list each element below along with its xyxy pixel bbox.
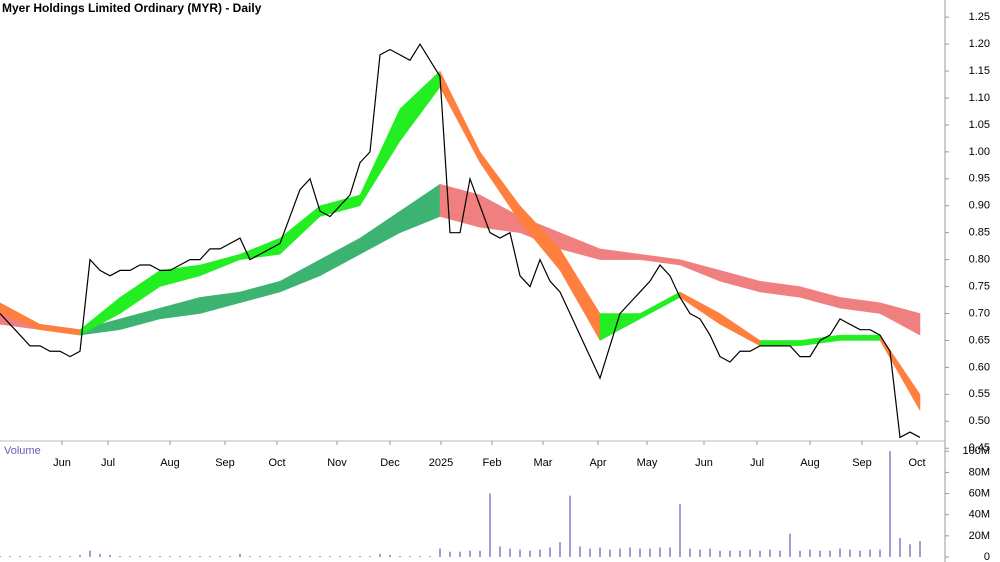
x-tick-label: Jul xyxy=(750,457,764,469)
x-tick-label: Dec xyxy=(380,457,400,469)
x-tick-label: Sep xyxy=(215,457,235,469)
chart-title: Myer Holdings Limited Ordinary (MYR) - D… xyxy=(2,1,262,15)
x-tick-label: May xyxy=(637,457,658,469)
y-tick-label: 80M xyxy=(969,466,990,478)
y-tick-label: 0.85 xyxy=(969,227,990,239)
x-tick-label: Oct xyxy=(908,457,925,469)
y-tick-label: 1.15 xyxy=(969,65,990,77)
x-tick-label: 2025 xyxy=(429,457,453,469)
y-tick-label: 0.60 xyxy=(969,361,990,373)
y-tick-label: 40M xyxy=(969,509,990,521)
ma-band-segment xyxy=(839,334,881,341)
y-tick-label: 0 xyxy=(984,551,990,562)
y-tick-label: 1.00 xyxy=(969,146,990,158)
x-tick-label: Apr xyxy=(589,457,606,469)
y-tick-label: 0.55 xyxy=(969,388,990,400)
x-tick-label: Aug xyxy=(800,457,820,469)
x-tick-label: Jun xyxy=(695,457,713,469)
y-tick-label: 0.50 xyxy=(969,415,990,427)
ma-band-segment xyxy=(879,302,921,336)
x-tick-label: Nov xyxy=(327,457,347,469)
x-tick-label: Mar xyxy=(534,457,553,469)
y-tick-label: 1.10 xyxy=(969,92,990,104)
y-tick-label: 60M xyxy=(969,487,990,499)
y-tick-label: 1.05 xyxy=(969,119,990,131)
x-tick-label: Feb xyxy=(483,457,502,469)
y-tick-label: 1.20 xyxy=(969,38,990,50)
x-tick-label: Sep xyxy=(852,457,872,469)
y-tick-label: 1.25 xyxy=(969,11,990,23)
x-tick-label: Aug xyxy=(160,457,180,469)
ma-band-segment xyxy=(759,340,801,347)
price-line xyxy=(0,42,921,439)
volume-title: Volume xyxy=(4,445,41,457)
y-tick-label: 100M xyxy=(962,445,990,457)
y-tick-label: 0.70 xyxy=(969,307,990,319)
y-tick-label: 0.90 xyxy=(969,200,990,212)
y-tick-label: 0.95 xyxy=(969,173,990,185)
x-tick-label: Jul xyxy=(101,457,115,469)
y-tick-label: 0.75 xyxy=(969,280,990,292)
y-tick-label: 0.45 xyxy=(969,442,990,454)
y-tick-label: 0.65 xyxy=(969,334,990,346)
y-tick-label: 0.80 xyxy=(969,254,990,266)
x-tick-label: Oct xyxy=(268,457,285,469)
y-tick-label: 20M xyxy=(969,530,990,542)
x-tick-label: Jun xyxy=(53,457,71,469)
